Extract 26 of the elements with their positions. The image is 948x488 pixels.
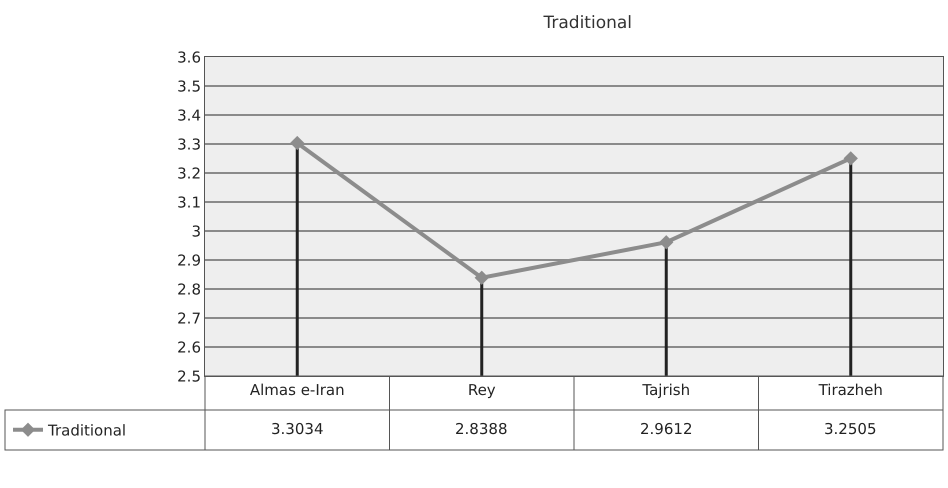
data-label: 2.9612 xyxy=(640,420,692,438)
legend-label: Traditional xyxy=(47,422,126,440)
y-tick-label: 3.3 xyxy=(177,135,201,154)
y-tick-label: 3 xyxy=(191,222,201,240)
x-tick-label: Tajrish xyxy=(641,381,690,399)
y-tick-label: 2.8 xyxy=(177,280,201,298)
y-tick-label: 3.5 xyxy=(177,77,201,96)
y-tick-label: 3.1 xyxy=(177,193,201,212)
y-tick-label: 2.7 xyxy=(177,309,201,328)
data-label: 3.3034 xyxy=(271,420,324,438)
x-tick-label: Rey xyxy=(468,381,496,399)
chart-title: Traditional xyxy=(542,12,632,33)
point xyxy=(659,235,674,250)
y-tick-label: 3.2 xyxy=(177,164,201,182)
y-tick-label: 2.6 xyxy=(177,338,201,356)
point xyxy=(290,136,304,150)
x-tick-label: Almas e-Iran xyxy=(250,381,345,399)
data-label: 2.8388 xyxy=(455,420,508,438)
y-tick-label: 3.4 xyxy=(177,106,201,124)
point xyxy=(844,151,858,166)
y-tick-label: 2.9 xyxy=(177,251,201,270)
point xyxy=(474,270,489,285)
data-label: 3.2505 xyxy=(824,420,876,438)
x-tick-label: Tirazheh xyxy=(818,381,883,399)
y-tick-label: 3.6 xyxy=(177,48,201,66)
y-tick-label: 2.5 xyxy=(177,367,201,386)
